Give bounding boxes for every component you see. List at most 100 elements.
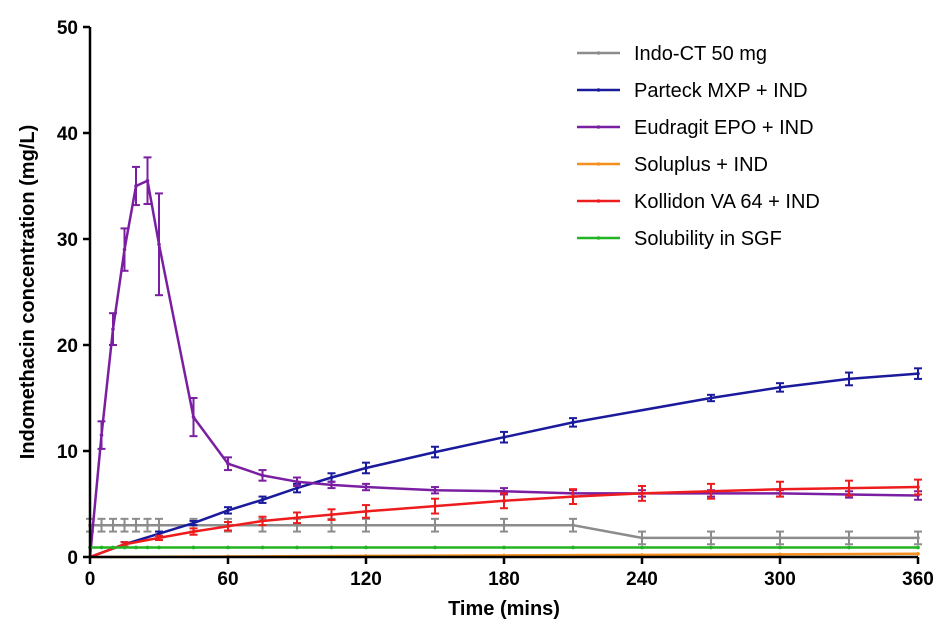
y-axis-ticks: 0 10 20 30 40 50 [57,18,90,569]
data-point [111,523,115,527]
x-tick-label: 300 [764,569,796,590]
data-point [778,536,782,540]
data-point [191,415,196,419]
data-point [295,523,299,527]
data-point [99,433,104,437]
data-point [145,545,150,550]
legend-label: Indo-CT 50 mg [634,43,767,65]
x-tick-label: 120 [350,569,382,590]
data-point [134,184,138,188]
legend-marker [596,199,601,203]
legend-item: Parteck MXP + IND [577,80,808,102]
data-point [778,487,782,491]
data-point [364,545,368,550]
data-point [433,504,437,508]
data-point [571,523,575,527]
plot-area [86,156,922,559]
x-tick-label: 0 [85,569,96,590]
data-point [260,473,265,478]
data-point [295,479,299,484]
data-point [709,536,713,540]
y-tick-label: 0 [67,548,78,569]
data-point [329,523,334,527]
legend-marker [596,125,601,129]
data-point [329,483,334,487]
data-point [157,523,161,527]
series-5 [88,545,920,550]
data-point [122,247,127,252]
data-point [433,488,437,493]
x-tick-label: 180 [488,569,520,590]
data-point [433,450,437,454]
axes [88,27,918,559]
data-point [433,545,437,550]
data-point [709,545,713,550]
legend: Indo-CT 50 mg Parteck MXP + IND Eudragit E… [577,43,820,250]
data-point [226,545,230,550]
data-point [847,536,851,540]
data-point [157,545,161,550]
data-point [157,536,161,540]
data-point [847,545,851,550]
data-point [916,545,920,550]
x-axis-title: Time (mins) [448,598,560,620]
series-1 [88,367,922,559]
legend-marker [596,236,601,240]
data-point [295,545,299,550]
data-point [502,523,506,527]
data-point [709,396,713,400]
data-point [134,545,138,550]
data-point [502,489,506,494]
data-point [640,491,644,496]
data-point [260,545,265,550]
legend-item: Indo-CT 50 mg [577,43,767,65]
legend-marker [596,88,601,92]
data-point [122,523,127,527]
data-point [329,545,334,550]
data-point [329,512,334,517]
y-tick-label: 40 [57,124,78,145]
data-point [145,523,150,527]
data-point [329,475,334,480]
series-line [89,372,919,559]
data-point [571,420,575,425]
data-point [191,529,196,534]
data-point [916,552,920,556]
data-point [157,531,161,536]
data-point [778,552,782,557]
series-4 [88,478,922,559]
legend-item: Kollidon VA 64 + IND [577,191,820,213]
data-point [364,523,368,527]
y-tick-label: 50 [57,18,78,39]
data-point [847,486,851,490]
y-axis-title: Indomethacin concentration (mg/L) [17,125,39,459]
data-point [364,485,368,489]
y-tick-label: 30 [57,230,78,251]
data-point [111,545,115,550]
data-point [295,486,299,490]
data-point [260,519,265,523]
legend-label: Kollidon VA 64 + IND [634,191,820,213]
legend-marker [596,51,601,55]
data-point [364,509,368,514]
data-point [122,542,127,547]
data-point [226,508,230,513]
legend-label: Parteck MXP + IND [634,80,808,102]
legend-label: Soluplus + IND [634,154,768,176]
x-tick-label: 360 [902,569,934,590]
legend-label: Eudragit EPO + IND [634,117,814,139]
data-point [157,242,161,247]
x-tick-label: 240 [626,569,658,590]
y-tick-label: 20 [57,336,78,357]
data-point [295,515,299,520]
data-point [364,466,368,470]
data-point [502,499,506,503]
legend-item: Solubility in SGF [577,228,782,250]
legend-label: Solubility in SGF [634,228,782,250]
data-point [847,377,851,381]
data-point [778,545,782,550]
data-point [99,523,104,527]
data-point [502,545,506,550]
data-point [571,545,575,550]
